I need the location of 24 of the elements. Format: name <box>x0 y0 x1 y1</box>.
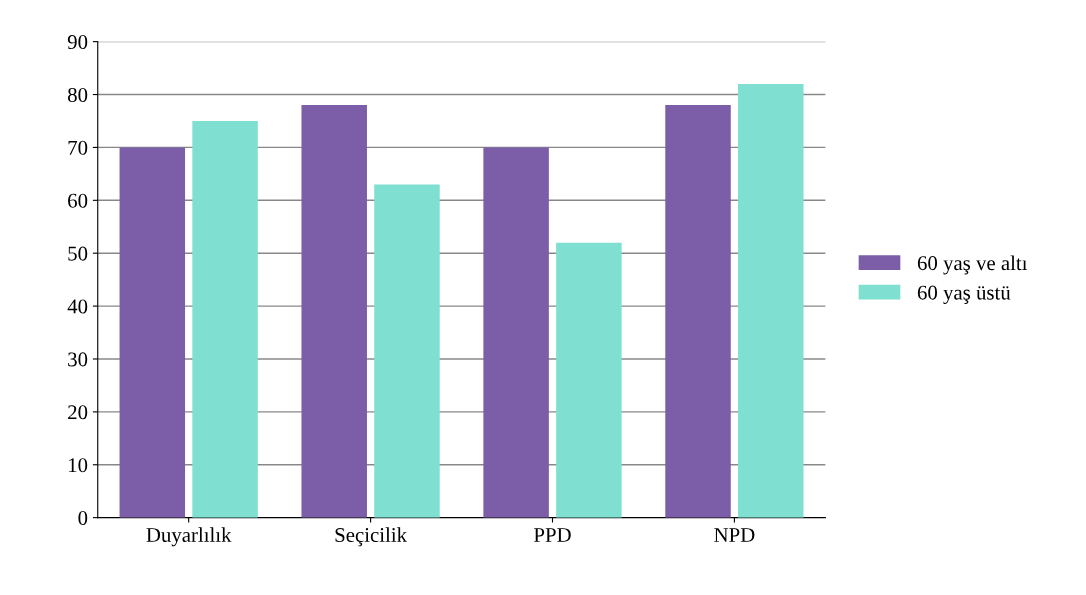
x-tick-label: Duyarlılık <box>146 527 232 547</box>
bar <box>119 147 186 518</box>
bar <box>192 120 258 518</box>
bar <box>738 83 804 518</box>
bar <box>374 184 440 518</box>
bar <box>556 242 622 518</box>
legend-label: 60 yaş üstü <box>917 285 1011 304</box>
y-tick-label: 50 <box>68 246 88 261</box>
y-tick-label: 0 <box>78 511 88 526</box>
y-tick-label: 90 <box>67 35 88 50</box>
y-tick-label: 20 <box>68 405 88 420</box>
bar <box>301 105 367 518</box>
x-tick-label: NPD <box>714 528 755 542</box>
x-tick-label: PPD <box>533 528 571 542</box>
y-tick-label: 30 <box>68 352 88 367</box>
legend-label: 60 yaş ve altı <box>917 255 1028 275</box>
x-tick-label: Seçicilik <box>335 527 408 547</box>
bar <box>665 105 731 518</box>
y-tick-label: 10 <box>69 458 88 473</box>
y-tick-label: 40 <box>67 299 88 314</box>
y-tick-label: 70 <box>68 140 88 155</box>
y-tick-label: 80 <box>67 87 88 102</box>
bar <box>483 147 549 518</box>
y-tick-label: 60 <box>68 193 88 208</box>
